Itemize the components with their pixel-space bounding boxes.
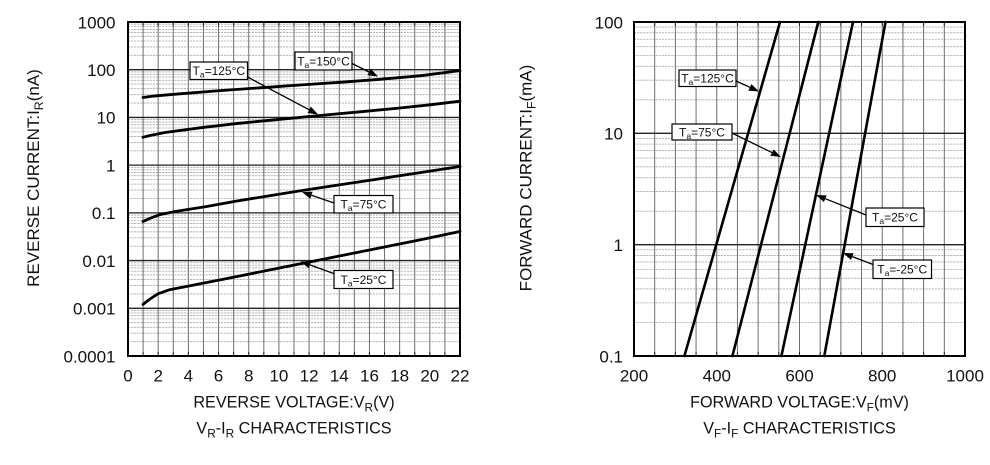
svg-text:14: 14 xyxy=(330,367,349,386)
svg-text:0: 0 xyxy=(123,367,132,386)
svg-text:12: 12 xyxy=(300,367,319,386)
svg-text:100: 100 xyxy=(87,61,115,80)
svg-text:REVERSE VOLTAGE:VR​(V): REVERSE VOLTAGE:VR​(V) xyxy=(193,394,394,415)
svg-text:Ta=-25°C: Ta=-25°C xyxy=(877,263,927,279)
svg-text:1000: 1000 xyxy=(946,367,984,386)
svg-text:1000: 1000 xyxy=(78,13,116,32)
svg-text:Ta=125°C: Ta=125°C xyxy=(193,64,246,80)
svg-text:2: 2 xyxy=(153,367,162,386)
svg-text:0.1: 0.1 xyxy=(92,204,116,223)
svg-text:10: 10 xyxy=(97,109,116,128)
svg-text:16: 16 xyxy=(360,367,379,386)
svg-text:10: 10 xyxy=(604,125,623,144)
svg-text:1: 1 xyxy=(106,156,115,175)
svg-text:22: 22 xyxy=(451,367,470,386)
svg-text:20: 20 xyxy=(420,367,439,386)
svg-text:Ta=25°C: Ta=25°C xyxy=(872,211,918,227)
svg-text:0.001: 0.001 xyxy=(73,300,116,319)
svg-text:400: 400 xyxy=(703,367,731,386)
svg-text:6: 6 xyxy=(214,367,223,386)
svg-text:8: 8 xyxy=(244,367,253,386)
svg-text:10: 10 xyxy=(269,367,288,386)
svg-text:Ta=75°C: Ta=75°C xyxy=(341,198,387,214)
svg-text:0.01: 0.01 xyxy=(82,252,115,271)
svg-text:4: 4 xyxy=(184,367,193,386)
svg-text:FORWARD VOLTAGE:VF​(mV): FORWARD VOLTAGE:VF​(mV) xyxy=(690,394,909,415)
svg-text:0.1: 0.1 xyxy=(599,347,623,366)
svg-text:800: 800 xyxy=(868,367,896,386)
svg-text:Ta=75°C: Ta=75°C xyxy=(679,125,725,141)
svg-text:0.0001: 0.0001 xyxy=(64,347,116,366)
svg-text:Ta=25°C: Ta=25°C xyxy=(341,273,387,289)
svg-text:Ta=150°C: Ta=150°C xyxy=(297,54,350,70)
svg-text:VF​-IF​ CHARACTERISTICS: VF​-IF​ CHARACTERISTICS xyxy=(703,420,896,441)
svg-text:600: 600 xyxy=(785,367,813,386)
svg-text:FORWARD CURRENT:IF​(mA): FORWARD CURRENT:IF​(mA) xyxy=(517,65,539,292)
svg-text:Ta=125°C: Ta=125°C xyxy=(681,72,734,88)
svg-text:200: 200 xyxy=(620,367,648,386)
svg-text:100: 100 xyxy=(595,13,623,32)
svg-text:18: 18 xyxy=(390,367,409,386)
svg-text:VR​-IR​ CHARACTERISTICS: VR​-IR​ CHARACTERISTICS xyxy=(196,420,391,441)
svg-text:REVERSE CURRENT:IR​(nA): REVERSE CURRENT:IR​(nA) xyxy=(24,69,46,287)
svg-text:1: 1 xyxy=(614,236,623,255)
